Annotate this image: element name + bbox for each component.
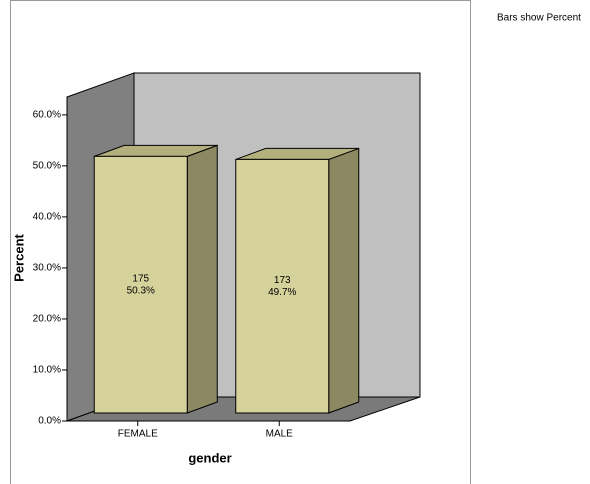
count-label: 175 xyxy=(132,273,149,284)
value-label: 50.3% xyxy=(127,285,155,296)
y-tick-label: 0.0% xyxy=(38,416,61,427)
y-tick-label: 50.0% xyxy=(33,161,61,172)
note: Bars show Percent xyxy=(497,13,581,24)
bar-side xyxy=(328,147,360,414)
bar xyxy=(93,155,188,414)
y-tick-label: 40.0% xyxy=(33,212,61,223)
y-axis-title: Percent xyxy=(11,233,26,281)
x-axis-title: gender xyxy=(188,450,231,465)
count-label: 173 xyxy=(274,275,291,286)
y-tick-label: 20.0% xyxy=(33,314,61,325)
bar-side xyxy=(186,144,218,414)
y-tick-label: 30.0% xyxy=(33,263,61,274)
bar xyxy=(235,158,330,414)
value-label: 49.7% xyxy=(268,287,296,298)
x-tick-label: FEMALE xyxy=(118,429,158,440)
y-tick-label: 10.0% xyxy=(33,365,61,376)
y-tick-label: 60.0% xyxy=(33,109,61,120)
x-tick-label: MALE xyxy=(266,429,294,440)
